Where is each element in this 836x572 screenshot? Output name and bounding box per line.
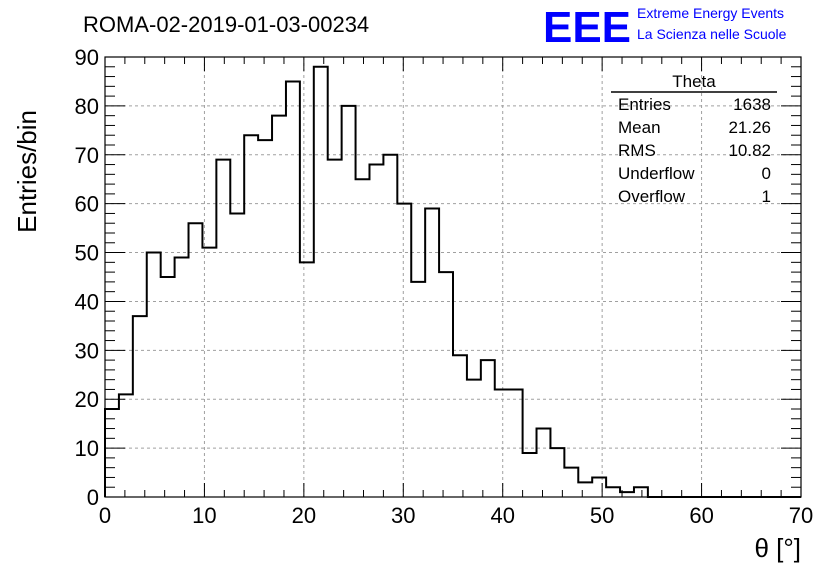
y-tick-label: 90 bbox=[75, 45, 99, 70]
x-tick-label: 70 bbox=[789, 503, 813, 528]
x-tick-label: 60 bbox=[689, 503, 713, 528]
x-axis-label: θ [°] bbox=[754, 533, 801, 563]
x-tick-label: 20 bbox=[292, 503, 316, 528]
x-tick-label: 30 bbox=[391, 503, 415, 528]
y-tick-label: 0 bbox=[87, 485, 99, 510]
y-tick-label: 40 bbox=[75, 289, 99, 314]
stats-label-rms: RMS bbox=[618, 141, 656, 160]
stats-label-mean: Mean bbox=[618, 118, 661, 137]
chart-title: ROMA-02-2019-01-03-00234 bbox=[83, 12, 369, 37]
stats-title: Theta bbox=[672, 72, 716, 91]
stats-value-entries: 1638 bbox=[733, 95, 771, 114]
stats-value-mean: 21.26 bbox=[728, 118, 771, 137]
histogram-line bbox=[104, 65, 801, 498]
stats-label-overflow: Overflow bbox=[618, 187, 686, 206]
logo-mark: EEE bbox=[543, 3, 631, 52]
y-tick-label: 30 bbox=[75, 338, 99, 363]
logo-line-1: Extreme Energy Events bbox=[637, 5, 784, 21]
eee-logo: EEE Extreme Energy Events La Scienza nel… bbox=[543, 3, 787, 52]
y-tick-label: 10 bbox=[75, 436, 99, 461]
y-tick-label: 80 bbox=[75, 94, 99, 119]
logo-line-2: La Scienza nelle Scuole bbox=[637, 26, 787, 42]
stats-label-entries: Entries bbox=[618, 95, 671, 114]
x-tick-label: 40 bbox=[490, 503, 514, 528]
stats-value-overflow: 1 bbox=[762, 187, 771, 206]
stats-value-underflow: 0 bbox=[762, 164, 771, 183]
y-axis-label: Entries/bin bbox=[12, 110, 42, 233]
y-tick-label: 70 bbox=[75, 143, 99, 168]
stats-box: Theta Entries 1638 Mean 21.26 RMS 10.82 … bbox=[611, 72, 777, 206]
x-tick-label: 50 bbox=[590, 503, 614, 528]
grid bbox=[105, 57, 801, 497]
stats-value-rms: 10.82 bbox=[728, 141, 771, 160]
x-tick-label: 10 bbox=[192, 503, 216, 528]
x-tick-label: 0 bbox=[99, 503, 111, 528]
stats-label-underflow: Underflow bbox=[618, 164, 695, 183]
y-tick-label: 20 bbox=[75, 387, 99, 412]
axis-ticks bbox=[104, 56, 802, 498]
y-tick-label: 60 bbox=[75, 192, 99, 217]
plot-frame bbox=[104, 56, 802, 498]
y-tick-label: 50 bbox=[75, 241, 99, 266]
